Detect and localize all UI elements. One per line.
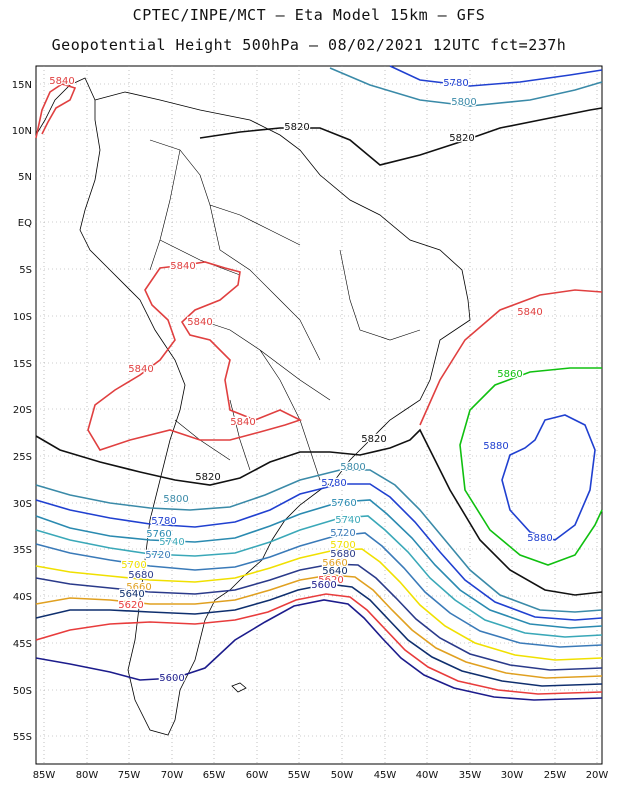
contour-5660-south [35,574,603,679]
longitude-label: 70W [161,770,184,781]
contour-label-5600: 5600 [159,673,184,684]
contour-label-5780: 5780 [321,478,346,489]
contour-label-5840: 5840 [128,364,153,375]
contour-label-5840: 5840 [187,317,212,328]
contour-label-5800: 5800 [451,97,476,108]
contour-5780-north [389,65,603,87]
contour-label-5680: 5680 [330,549,355,560]
latitude-label: 45S [13,639,32,650]
contour-label-5680: 5680 [128,570,153,581]
longitude-label: 85W [33,770,56,781]
latitude-label: 50S [13,686,32,697]
longitude-label: 60W [246,770,269,781]
contour-label-5760: 5760 [146,529,171,540]
contour-label-5720: 5720 [145,550,170,561]
longitude-label: 40W [416,770,439,781]
contour-5780-south [35,483,603,621]
latitude-label: 25S [13,452,32,463]
contour-label-5880: 5880 [483,441,508,452]
contour-5840-amazon [87,261,303,451]
contour-label-5640: 5640 [322,566,347,577]
contour-label-5780: 5780 [443,78,468,89]
longitude-label: 25W [544,770,567,781]
contour-labels: 5840 5780 5800 5820 5820 5840 5840 5840 5840 5840… [48,75,554,686]
central-america-coastline [35,77,96,136]
contour-5800-south [35,469,603,613]
contour-label-5860: 5860 [497,369,522,380]
contour-5700-south [35,548,603,661]
contour-label-5660: 5660 [322,558,347,569]
south-america-coastline [79,91,471,736]
contour-5880-atlantic [501,414,596,541]
contour-5840-central-america [35,83,77,139]
longitude-label: 35W [459,770,482,781]
contour-label-5720: 5720 [330,528,355,539]
map-frame [35,65,603,765]
falkland-islands [231,682,247,693]
contour-5680-south [35,563,603,671]
contour-label-5600: 5600 [311,580,336,591]
contour-5820-north [199,107,603,166]
contour-label-5740: 5740 [159,537,184,548]
longitude-label: 45W [374,770,397,781]
contour-label-5840: 5840 [49,76,74,87]
geopotential-contours [35,65,603,701]
longitude-label: 75W [118,770,141,781]
contour-label-5820: 5820 [361,434,386,445]
map-title: CPTEC/INPE/MCT – Eta Model 15km – GFS [132,6,486,24]
latitude-label: 15N [12,80,32,91]
contour-label-5760: 5760 [331,498,356,509]
contour-5640-south [35,583,603,687]
longitude-label: 50W [331,770,354,781]
latitude-label: 5N [18,172,32,183]
contour-label-5600: 5600 [311,580,336,591]
contour-label-5820: 5820 [284,122,309,133]
longitude-label: 55W [288,770,311,781]
contour-label-5780: 5780 [151,516,176,527]
coastlines [35,77,471,736]
latitude-label: 30S [13,499,32,510]
contour-label-5840: 5840 [517,307,542,318]
contour-5820-south [35,428,603,596]
longitude-label: 80W [76,770,99,781]
contour-label-5840: 5840 [230,417,255,428]
latitude-label: EQ [18,218,32,229]
latitude-label: 10N [12,126,32,137]
contour-5720-south [35,532,603,648]
contour-5760-south [35,499,603,629]
longitude-label: 20W [586,770,609,781]
lat-lon-grid: 15N 10N 5N EQ 5S 10S 15S 20S 25S 30S 35S 40S 45S 50S 5… [12,66,609,781]
latitude-label: 40S [13,592,32,603]
contour-label-5660: 5660 [126,582,151,593]
contour-5800-north [329,67,603,107]
longitude-label: 65W [203,770,226,781]
contour-label-5740: 5740 [335,515,360,526]
latitude-label: 20S [13,405,32,416]
latitude-label: 15S [13,359,32,370]
contour-label-5620: 5620 [318,575,343,586]
latitude-label: 35S [13,545,32,556]
contour-label-5620: 5620 [118,600,143,611]
latitude-label: 10S [13,312,32,323]
contour-label-5820: 5820 [195,472,220,483]
contour-label-5800: 5800 [163,494,188,505]
contour-5620-south [35,593,603,695]
contour-5860-atlantic [459,367,603,566]
contour-label-5640: 5640 [119,589,144,600]
contour-label-5880: 5880 [527,533,552,544]
contour-5840-atlantic [419,289,603,426]
latitude-label: 5S [19,265,32,276]
map-subtitle: Geopotential Height 500hPa – 08/02/2021 … [51,36,567,54]
contour-label-5700: 5700 [330,540,355,551]
contour-label-5800: 5800 [340,462,365,473]
latitude-label: 55S [13,732,32,743]
contour-label-5820: 5820 [449,133,474,144]
longitude-label: 30W [501,770,524,781]
contour-label-5700: 5700 [121,560,146,571]
contour-label-5840: 5840 [170,261,195,272]
contour-5600-south [35,599,603,701]
contour-5740-south [35,515,603,638]
